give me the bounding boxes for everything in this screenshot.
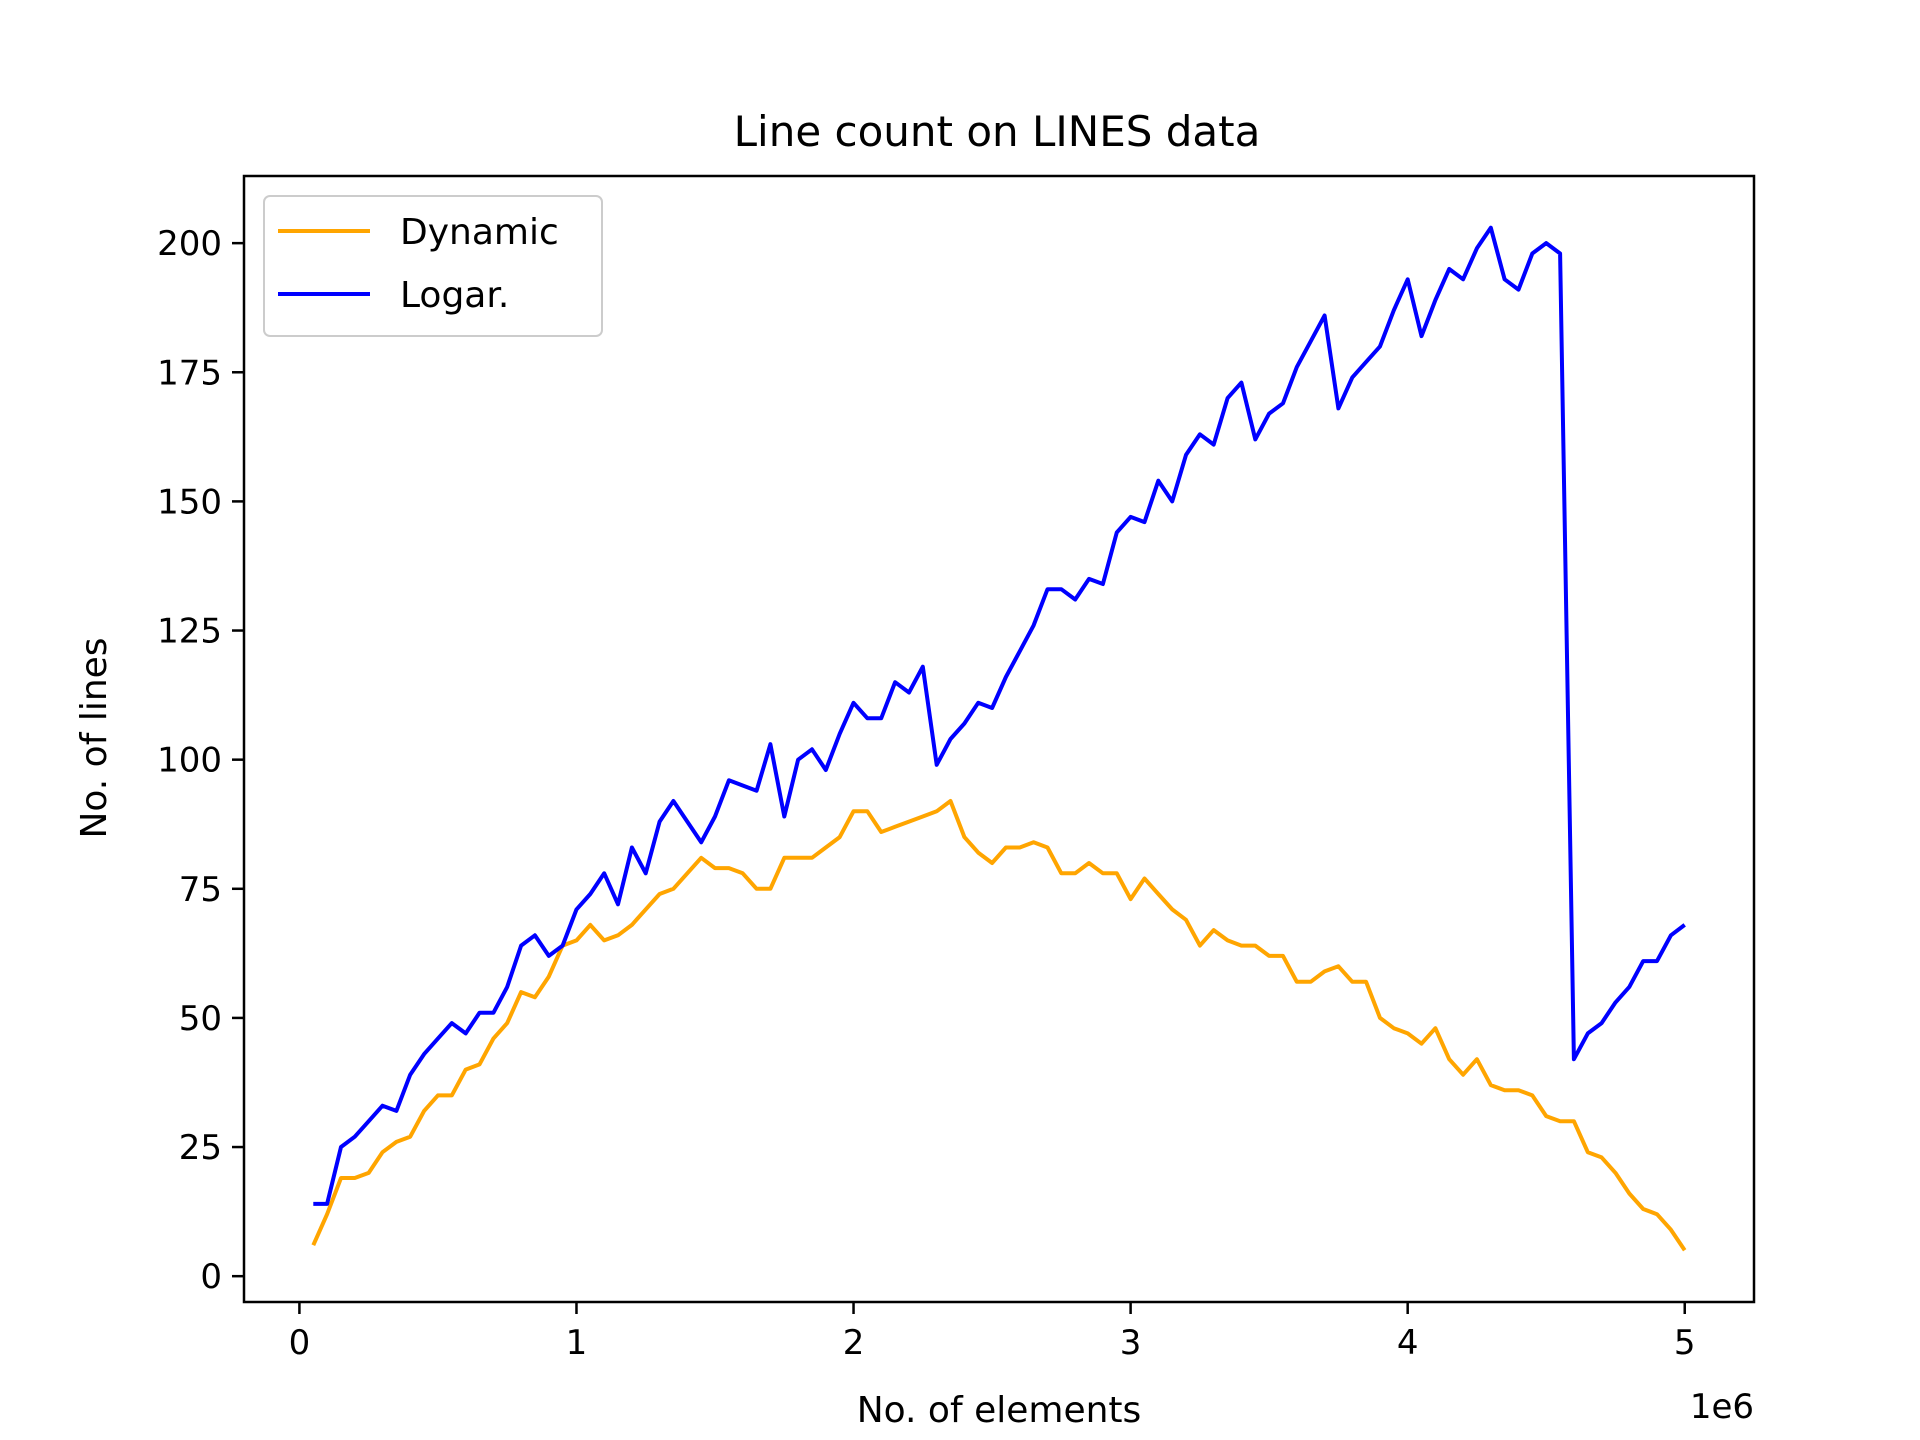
series-line-logar [313, 225, 1686, 1206]
legend-label-dynamic: Dynamic [400, 212, 559, 253]
y-tick-label: 75 [179, 870, 222, 910]
x-tick-label: 0 [289, 1323, 311, 1363]
series-line-dynamic [311, 799, 1687, 1252]
y-tick-label: 125 [157, 612, 222, 652]
y-tick-label: 200 [157, 224, 222, 264]
y-tick-label: 175 [157, 353, 222, 393]
x-axis-ticks: 0 1 2 3 4 5 [289, 1302, 1696, 1363]
plot-lines [311, 225, 1687, 1252]
y-tick-label: 25 [179, 1128, 222, 1168]
x-tick-label: 5 [1674, 1323, 1696, 1363]
chart-title: Line count on LINES data [734, 107, 1261, 156]
y-axis-label: No. of lines [74, 637, 115, 838]
y-tick-label: 150 [157, 482, 222, 522]
y-tick-label: 50 [179, 999, 222, 1039]
y-tick-label: 0 [200, 1257, 222, 1297]
y-axis-ticks: 0 25 50 75 100 125 150 175 200 [157, 224, 244, 1297]
x-tick-label: 3 [1120, 1323, 1142, 1363]
x-axis-offset-text: 1e6 [1690, 1387, 1754, 1427]
legend: Dynamic Logar. [263, 195, 603, 337]
x-tick-label: 1 [566, 1323, 588, 1363]
x-tick-label: 2 [843, 1323, 865, 1363]
plot-frame [242, 174, 1756, 1304]
y-tick-label: 100 [157, 741, 222, 781]
legend-label-logar: Logar. [400, 275, 509, 316]
x-tick-label: 4 [1397, 1323, 1419, 1363]
x-axis-label: No. of elements [857, 1390, 1142, 1431]
